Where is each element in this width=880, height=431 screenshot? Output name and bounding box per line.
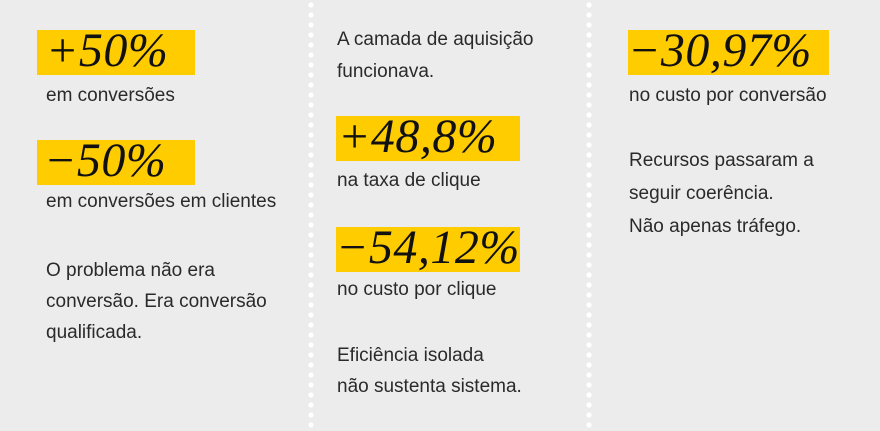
intro-line: funcionava. (337, 61, 435, 82)
stat-value: +50% (46, 24, 169, 77)
note-line: conversão. Era conversão (46, 291, 267, 312)
column-divider (586, 0, 592, 431)
note-line: O problema não era (46, 260, 215, 281)
stat-label: em conversões em clientes (46, 191, 277, 212)
stat-highlight (37, 30, 195, 75)
note-line: Eficiência isolada (337, 345, 484, 366)
note-line: Não apenas tráfego. (629, 216, 802, 237)
note-line: seguir coerência. (629, 183, 774, 204)
stat-label: no custo por conversão (629, 85, 827, 106)
stat-label: no custo por clique (337, 279, 497, 300)
note-line: Recursos passaram a (629, 150, 814, 171)
stat-highlight (628, 30, 829, 75)
stat-value: −30,97% (628, 24, 812, 77)
stat-highlight (336, 116, 520, 161)
stat-value: −54,12% (336, 221, 520, 274)
intro-line: A camada de aquisição (337, 29, 534, 50)
stat-highlight (37, 140, 195, 185)
stat-highlight (336, 227, 520, 272)
stat-value: +48,8% (338, 110, 498, 163)
stat-label: na taxa de clique (337, 170, 481, 191)
stat-label: em conversões (46, 85, 175, 106)
note-line: qualificada. (46, 322, 143, 343)
column-divider (308, 0, 314, 431)
stat-value: −50% (44, 134, 167, 187)
note-line: não sustenta sistema. (337, 376, 522, 397)
